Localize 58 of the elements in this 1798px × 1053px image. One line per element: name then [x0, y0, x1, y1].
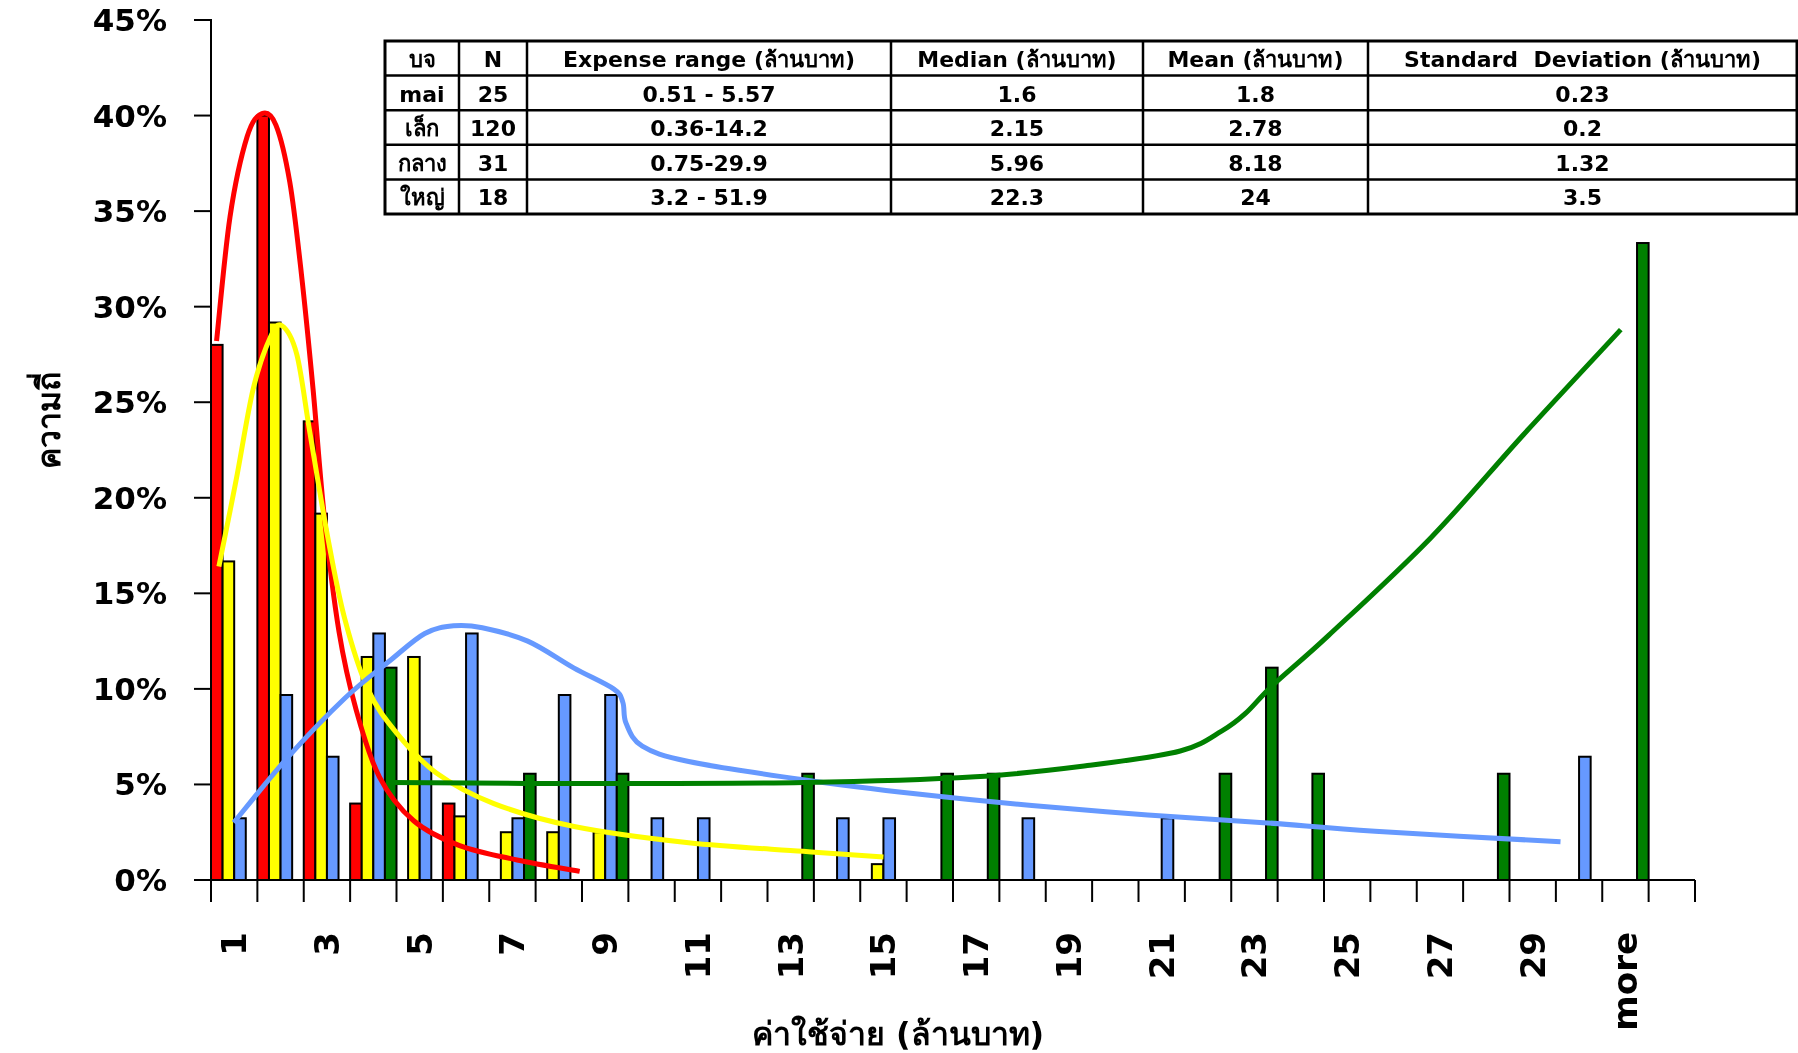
annotation: 31 [477, 150, 509, 176]
x-tick-label: 29 [1512, 932, 1553, 980]
x-tick-label: 7 [492, 932, 533, 956]
x-tick-label: 11 [677, 932, 718, 980]
x-tick-label: 1 [214, 932, 255, 956]
annotation: N [483, 47, 503, 72]
x-tick-label: 5 [399, 932, 440, 956]
annotation: 3.5 [1563, 185, 1602, 211]
y-tick-label: 35% [92, 193, 167, 230]
y-tick-label: 25% [92, 384, 167, 421]
annotation: Standard Deviation (ล้านบาท) [1404, 47, 1761, 72]
annotation: 2.78 [1228, 116, 1283, 142]
annotation: บจ [408, 47, 436, 72]
annotation: 25 [477, 81, 509, 107]
y-tick-label: 30% [92, 288, 167, 325]
x-tick-label: 19 [1048, 932, 1089, 980]
annotation: Expense range (ล้านบาท) [562, 47, 856, 72]
y-tick-label: 15% [92, 575, 167, 612]
annotation: 22.3 [989, 185, 1045, 211]
x-tick-label: 23 [1234, 932, 1275, 980]
y-tick-label: 10% [92, 670, 167, 707]
x-tick-label: 13 [770, 932, 811, 980]
y-axis-title: ความถี่ [26, 371, 68, 469]
x-tick-label: 3 [306, 932, 347, 956]
x-tick-label: 17 [956, 932, 997, 980]
annotation: 1.8 [1236, 81, 1275, 107]
annotation: 0.75-29.9 [650, 150, 768, 176]
annotation: 8.18 [1228, 150, 1283, 176]
annotation: 0.36-14.2 [650, 116, 768, 142]
annotation: 120 [470, 116, 516, 142]
y-tick-label: 20% [92, 479, 167, 516]
annotation: กลาง [397, 150, 447, 176]
y-tick-label: 45% [92, 2, 167, 38]
x-tick-label: 9 [585, 932, 626, 956]
x-tick-label: 25 [1327, 932, 1368, 980]
y-tick-label: 40% [92, 97, 167, 134]
annotation: 0.2 [1563, 116, 1602, 142]
annotation: 18 [477, 185, 509, 211]
annotation: เล็ก [405, 114, 439, 142]
annotation: 5.96 [989, 150, 1045, 176]
annotation: 1.6 [997, 81, 1037, 107]
annotation: 3.2 - 51.9 [650, 185, 768, 211]
annotation: 24 [1240, 185, 1271, 211]
y-tick-label: 5% [114, 766, 167, 803]
x-axis-title: ค่าใช้จ่าย (ล้านบาท) [751, 1015, 1045, 1053]
x-tick-label: 15 [863, 932, 904, 980]
annotation: 0.51 - 5.57 [642, 81, 776, 107]
x-tick-label: 27 [1419, 932, 1460, 980]
x-tick-label: 21 [1141, 932, 1182, 980]
annotation: mai [399, 81, 445, 107]
annotation: ใหญ่ [399, 184, 445, 212]
annotation: 0.23 [1555, 81, 1610, 107]
annotation: 2.15 [989, 116, 1045, 142]
x-tick-label: more [1605, 932, 1646, 1031]
annotation: Median (ล้านบาท) [917, 47, 1117, 72]
annotation: Mean (ล้านบาท) [1167, 47, 1344, 72]
annotation: 1.32 [1555, 150, 1610, 176]
y-tick-label: 0% [114, 862, 167, 898]
